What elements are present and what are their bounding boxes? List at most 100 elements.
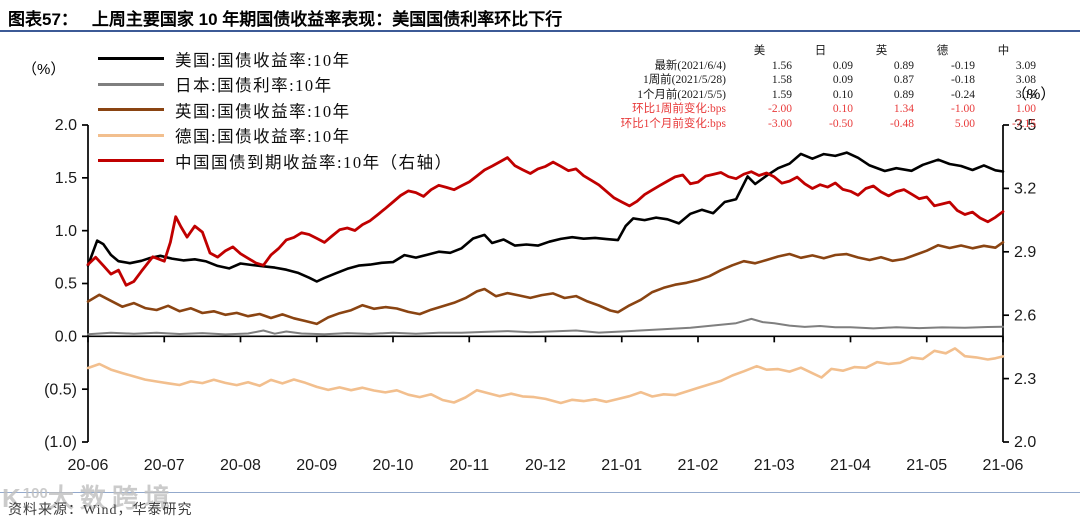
watermark-100: 100: [22, 485, 48, 502]
legend-line-swatch: [98, 57, 164, 61]
axis-tick-label: 20-11: [449, 457, 489, 474]
axis-tick-label: 3.5: [1014, 117, 1036, 134]
stats-value: -7.15: [1012, 117, 1036, 130]
series-line-2: [86, 241, 1005, 326]
legend-label: 英国:国债收益率:10年: [175, 101, 351, 121]
legend-label: 日本:国债利率:10年: [175, 76, 333, 96]
x-axis-labels: 20-06 20-07 20-08 20-09 20-10 20-11 20-12 21-01…: [68, 457, 1024, 474]
legend-label: 美国:国债收益率:10年: [175, 50, 351, 70]
watermark-text: 大数跨境: [47, 483, 176, 513]
stats-row-label: 环比1周前变化:bps: [632, 103, 726, 116]
axis-tick-label: 2.6: [1014, 307, 1036, 324]
stats-value: -0.48: [890, 117, 914, 130]
legend-line-swatch: [98, 159, 164, 163]
axis-tick-label: 20-09: [296, 457, 337, 474]
legend-item-1: 日本:国债利率:10年: [98, 72, 453, 98]
stats-col-header: 美: [753, 45, 766, 57]
series-polyline: [86, 156, 1005, 287]
stats-value: 0.89: [893, 88, 914, 101]
axis-tick-label: 0.0: [55, 329, 77, 346]
stats-header-row: 美日英德中: [550, 44, 1041, 59]
axis-tick-label: 20-07: [144, 457, 185, 474]
stats-table: 美 日 英 德 中最新(2021/6/4) 1.56 0.09 0.89 -0.19 3.09 1周…: [550, 44, 1041, 132]
stats-col-header: 英: [875, 45, 888, 57]
stats-col-header: 中: [997, 45, 1010, 57]
stats-value: 1.56: [771, 59, 792, 72]
legend-line-swatch: [98, 108, 164, 112]
stats-value: 3.16: [1015, 88, 1036, 101]
stats-value: -0.24: [951, 88, 975, 101]
stats-value: 1.59: [771, 88, 792, 101]
stats-value: 0.09: [832, 59, 853, 72]
series-polyline: [86, 241, 1005, 326]
stats-value: 5.00: [954, 117, 975, 130]
left-axis-unit: （%）: [22, 61, 66, 78]
stats-value: -0.19: [951, 59, 975, 72]
figure-title-text: 上周主要国家 10 年期国债收益率表现：美国国债利率环比下行: [91, 10, 563, 29]
stats-value: 1.58: [771, 74, 792, 87]
legend-item-2: 英国:国债收益率:10年: [98, 97, 453, 123]
axis-tick-label: 1.0: [55, 223, 77, 240]
stats-row: 环比1周前变化:bps -2.00 0.10 1.34 -1.00 1.00: [550, 102, 1041, 117]
stats-value: 0.10: [832, 103, 853, 116]
axis-tick-label: 1.5: [55, 170, 77, 187]
right-axis-unit: （%）: [1012, 86, 1056, 103]
legend-item-4: 中国国债到期收益率:10年（右轴）: [98, 148, 453, 174]
figure-number: 图表57：: [8, 10, 78, 29]
stats-value: 3.09: [1015, 59, 1036, 72]
axis-tick-label: 20-08: [220, 457, 261, 474]
title-underline: [0, 30, 1080, 32]
series-line-3: [86, 347, 1005, 405]
stats-value: 0.09: [832, 74, 853, 87]
legend-label: 中国国债到期收益率:10年（右轴）: [175, 152, 453, 172]
source-text: 资料来源：Wind，华泰研究: [8, 503, 193, 518]
series-line-4: [86, 156, 1005, 287]
stats-value: -3.00: [768, 117, 792, 130]
stats-row: 环比1个月前变化:bps -3.00 -0.50 -0.48 5.00 -7.15: [550, 117, 1041, 132]
axis-tick-label: 2.9: [1014, 244, 1036, 261]
series-polyline: [87, 317, 1004, 336]
stats-value: 0.89: [893, 59, 914, 72]
axis-tick-label: 2.3: [1014, 371, 1036, 388]
legend-line-swatch: [98, 133, 164, 137]
stats-value: 3.08: [1015, 74, 1036, 87]
legend: 美国:国债收益率:10年 日本:国债利率:10年 英国:国债收益率:10年 德国:国债…: [98, 46, 453, 174]
axis-tick-label: 2.0: [1014, 434, 1036, 451]
axes: 2.0 1.5 1.0 0.5 0.0 (0.5) (1.0) 3.5 3.2 2.9 2.6 2.3…: [44, 117, 1036, 451]
stats-value: -2.00: [768, 103, 792, 116]
stats-col-header: 德: [936, 45, 949, 57]
stats-value: -0.50: [829, 117, 853, 130]
stats-row-label: 1周前(2021/5/28): [642, 74, 726, 87]
stats-value: -0.18: [951, 74, 975, 87]
axis-tick-label: 21-04: [830, 457, 871, 474]
page-title: 图表57： 上周主要国家 10 年期国债收益率表现：美国国债利率环比下行: [8, 5, 562, 30]
axis-tick-label: (0.5): [44, 381, 77, 398]
axis-tick-label: (1.0): [44, 434, 77, 451]
stats-row-label: 环比1个月前变化:bps: [620, 117, 726, 130]
watermark-k: K: [2, 483, 23, 513]
axis-tick-label: 20-06: [68, 457, 109, 474]
axis-tick-label: 2.0: [55, 117, 77, 134]
series-line-0: [86, 151, 1005, 283]
watermark-logo: K100大数跨境: [2, 481, 176, 511]
stats-row-label: 1个月前(2021/5/5): [637, 88, 726, 101]
stats-row-label: 最新(2021/6/4): [654, 59, 726, 72]
axis-tick-label: 21-05: [906, 457, 947, 474]
axis-tick-label: 21-02: [678, 457, 719, 474]
legend-label: 德国:国债收益率:10年: [175, 127, 351, 147]
series-polyline: [86, 151, 1005, 283]
series-line-1: [87, 317, 1004, 336]
legend-item-3: 德国:国债收益率:10年: [98, 123, 453, 149]
axis-tick-label: 0.5: [55, 276, 77, 293]
stats-value: 1.34: [893, 103, 914, 116]
stats-value: 0.10: [832, 88, 853, 101]
axis-tick-label: 20-12: [525, 457, 566, 474]
axis-tick-label: 21-01: [601, 457, 642, 474]
stats-value: -1.00: [951, 103, 975, 116]
footer-divider: [0, 492, 1080, 493]
series-polyline: [86, 347, 1005, 405]
stats-col-header: 日: [814, 45, 827, 57]
legend-item-0: 美国:国债收益率:10年: [98, 46, 453, 72]
